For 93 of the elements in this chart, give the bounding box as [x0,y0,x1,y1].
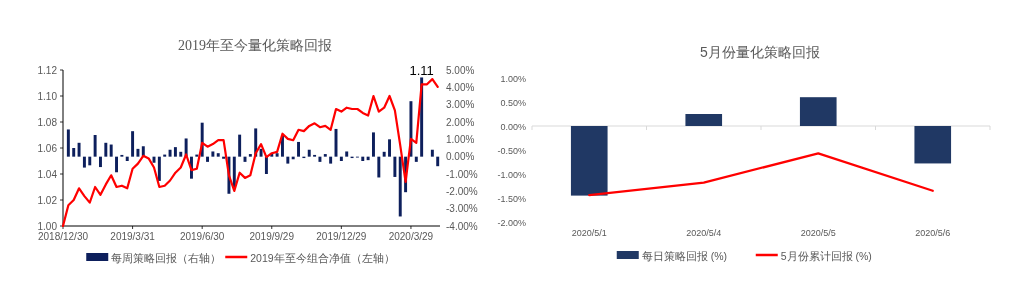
x-tick-label: 2020/5/6 [915,228,951,238]
y-tick-label: 1.10 [37,90,58,102]
bar [131,131,135,157]
x-tick-label: 2020/5/4 [686,228,722,238]
bar [195,154,199,157]
x-tick-label: 2019/6/30 [179,231,225,242]
bar [88,156,92,166]
bar [307,149,311,157]
bar [136,148,140,157]
bar [382,151,386,157]
bar [72,148,76,157]
x-tick-label: 2020/5/1 [571,228,607,238]
bar [398,156,402,217]
bar [173,147,177,157]
bar [286,156,290,164]
y2-tick-label: -2.00% [446,185,478,197]
bar [179,151,183,157]
y-tick-label: 1.08 [37,116,58,128]
bar [281,135,284,157]
y-tick-label: 0.50% [500,97,526,108]
bar [366,156,370,161]
annotation: 1.11 [409,63,434,79]
bar [361,156,365,161]
x-tick-label: 2020/5/5 [800,228,836,238]
y-tick-label: 1.00 [37,220,58,232]
y2-tick-label: -3.00% [446,203,478,215]
y2-tick-label: 0.00% [446,151,475,163]
bar [570,126,608,196]
bar [297,141,300,157]
bar [211,151,215,157]
bar [377,156,381,178]
bar [393,156,397,177]
bar [99,156,102,168]
bar [222,156,226,159]
legend-label: 5月份累计回报 (%) [780,249,872,262]
bar [104,142,108,157]
y2-tick-label: 5.00% [446,64,475,76]
y-tick-label: 1.06 [37,142,58,154]
bar [264,156,268,174]
x-tick-label: 2018/12/30 [37,231,89,242]
x-tick-label: 2019/9/29 [249,231,295,242]
y-tick-label: 1.00% [500,73,526,84]
y-tick-label: -1.00% [497,169,526,180]
bar [82,156,86,168]
y-tick-label: 0.00% [500,121,526,132]
y2-tick-label: 2.00% [446,116,475,128]
bar [323,154,327,157]
chart-title: 2019年至今量化策略回报 [178,38,332,53]
legend-label: 每日策略回报 (%) [641,249,727,262]
bar [238,134,242,157]
bar [914,126,952,164]
bar [109,144,113,157]
bar [339,156,343,161]
chart-title: 5月份量化策略回报 [700,44,820,60]
y2-tick-label: 3.00% [446,99,475,111]
bar [275,153,279,157]
y-tick-label: -1.50% [497,193,526,204]
y2-tick-label: -1.00% [446,168,478,180]
y-tick-label: 1.02 [37,194,58,206]
legend-label: 2019年至今组合净值（左轴） [250,251,395,264]
bar [372,132,375,157]
bar [206,156,209,162]
bar [318,156,322,162]
bar [388,139,391,157]
y2-tick-label: 4.00% [446,81,475,93]
y-tick-label: 1.12 [37,64,58,76]
bar [414,156,418,162]
x-tick-label: 2019/12/29 [316,231,367,242]
bar [168,149,172,157]
y-tick-label: -0.50% [497,145,526,156]
legend-label: 每周策略回报（右轴） [111,251,222,264]
y2-tick-label: 1.00% [446,133,475,145]
bar [259,148,263,157]
y-tick-label: -2.00% [497,217,526,228]
bar [345,151,349,157]
bar [163,154,167,157]
bar [216,153,220,157]
x-tick-label: 2020/3/29 [388,231,434,242]
bar [115,156,118,173]
bar [93,135,97,157]
y-tick-label: 1.04 [37,168,58,180]
bar [685,114,723,126]
bar [125,156,129,161]
bar [248,154,252,157]
x-tick-label: 2019/3/31 [110,231,156,242]
bar [66,129,70,157]
y2-tick-label: -4.00% [446,220,478,232]
bar [157,156,161,181]
bar [799,97,837,126]
bar [436,156,440,167]
bar [329,156,333,164]
bar [430,149,434,157]
bar [77,142,81,157]
